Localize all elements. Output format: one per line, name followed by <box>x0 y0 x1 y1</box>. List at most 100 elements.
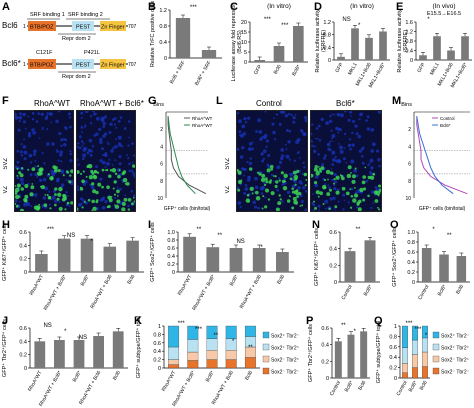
y-axis-label: Luciferase assay fold repression <box>231 3 237 82</box>
nucleus-dot <box>237 112 240 115</box>
nucleus-dot <box>316 138 319 140</box>
nucleus-dot <box>80 111 84 115</box>
stack-segment <box>225 359 237 369</box>
nucleus-dot <box>244 183 248 187</box>
nucleus-dot <box>344 111 347 113</box>
gfp-cell <box>270 167 274 171</box>
nucleus-dot <box>27 134 32 138</box>
nucleus-dot <box>287 112 291 116</box>
nucleus-dot <box>334 180 338 184</box>
gfp-cell <box>261 207 264 210</box>
gfp-cell <box>329 171 334 175</box>
chart-k: 0 0.2 0.4 0.6 0.8 1 GFP⁺ subtype/GFP⁺ total Rho… <box>135 316 300 408</box>
y-tick-label: 0 <box>326 376 329 382</box>
nucleus-dot <box>68 116 72 119</box>
profile-m: Bins 2 4 6 8 10 GFP⁺ cells (bin/total) Control B… <box>401 102 470 212</box>
micro-l-left-image <box>236 110 308 212</box>
nucleus-dot <box>94 165 98 169</box>
gfp-cell <box>114 204 120 209</box>
significance-label: *** <box>281 23 289 29</box>
gfp-cell <box>96 171 100 174</box>
nucleus-dot <box>77 158 79 162</box>
bar <box>73 340 85 368</box>
chart-i: 0 0.2 0.4 0.6 0.8 1.0 GFP⁺ Sox2⁺/GFP⁺ cells Rho… <box>149 222 294 312</box>
y-tick-label: 0.2 <box>153 358 161 364</box>
gfp-cell <box>114 172 118 176</box>
bar <box>276 252 289 272</box>
y-tick-label: 4 <box>408 144 411 150</box>
nucleus-dot <box>114 145 118 149</box>
gfp-cell <box>367 194 370 198</box>
nucleus-dot <box>80 197 84 201</box>
nucleus-dot <box>293 159 297 162</box>
x-tick-label: Bcl6 <box>419 380 429 392</box>
nucleus-dot <box>22 145 27 149</box>
gfp-cell <box>345 191 350 196</box>
nucleus-dot <box>65 179 68 181</box>
nucleus-dot <box>337 200 340 203</box>
y-axis-label: GFP⁺ Tbr2⁺/GFP⁺ cells <box>307 324 314 382</box>
nucleus-dot <box>333 184 336 187</box>
nucleus-dot <box>80 202 83 205</box>
nucleus-dot <box>275 113 278 116</box>
nucleus-dot <box>304 189 307 193</box>
x-tick-label: Bcl6* <box>408 380 419 393</box>
nucleus-dot <box>19 177 24 182</box>
gfp-cell <box>48 196 52 200</box>
gfp-cell <box>23 197 28 203</box>
bar <box>433 36 441 60</box>
y-tick-label: 0 <box>410 58 413 64</box>
gfp-cell <box>50 176 54 180</box>
bar <box>57 238 71 272</box>
nucleus-dot <box>248 161 253 166</box>
nucleus-dot <box>28 131 32 135</box>
nucleus-dot <box>343 132 347 136</box>
nucleus-dot <box>133 175 135 178</box>
y-tick-label: 1.2 <box>323 20 331 26</box>
nucleus-dot <box>119 116 123 119</box>
nucleus-dot <box>95 116 100 121</box>
nucleus-dot <box>107 143 110 146</box>
y-tick-label: 0.4 <box>407 260 415 266</box>
gfp-cell <box>369 175 375 180</box>
nucleus-dot <box>127 144 130 147</box>
stack-segment <box>412 354 418 368</box>
nucleus-dot <box>335 126 339 131</box>
x-tick-label: RhoA^WT + Bcl6 <box>78 370 102 406</box>
gfp-cell <box>314 165 318 169</box>
gfp-cell <box>122 177 128 183</box>
nucleus-dot <box>317 153 320 156</box>
chart-c: 0 5 10 15 20 Luciferase assay fold repression… <box>231 3 308 82</box>
nucleus-dot <box>321 163 325 167</box>
nucleus-dot <box>18 120 21 123</box>
nucleus-dot <box>265 145 268 149</box>
nucleus-dot <box>294 113 297 116</box>
gfp-cell <box>376 206 379 209</box>
nucleus-dot <box>78 135 82 139</box>
nucleus-dot <box>251 147 254 151</box>
nucleus-dot <box>105 161 110 166</box>
pest-domain <box>72 21 94 31</box>
bar <box>461 36 469 60</box>
x-tick-label: RhoA^WT <box>29 274 46 297</box>
y-tick-label: 0.8 <box>389 334 397 340</box>
y-tick-label: 1.0 <box>167 230 175 236</box>
nucleus-dot <box>77 163 80 166</box>
nucleus-dot <box>355 206 359 209</box>
gfp-cell <box>95 190 99 195</box>
nucleus-dot <box>358 118 361 121</box>
nucleus-dot <box>249 157 252 160</box>
gfp-cell <box>296 193 299 196</box>
significance-label: *** <box>405 321 413 327</box>
bar <box>379 31 387 60</box>
significance-label: NS <box>43 323 51 329</box>
gfp-cell <box>122 170 127 174</box>
nucleus-dot <box>324 199 329 204</box>
gfp-cell <box>106 185 110 190</box>
gfp-cell <box>66 171 70 174</box>
nucleus-dot <box>100 116 105 121</box>
nucleus-dot <box>71 181 73 184</box>
y-tick-label: 0.4 <box>323 45 331 51</box>
chart-title: (In vitro) <box>350 3 374 10</box>
nucleus-dot <box>298 180 303 185</box>
